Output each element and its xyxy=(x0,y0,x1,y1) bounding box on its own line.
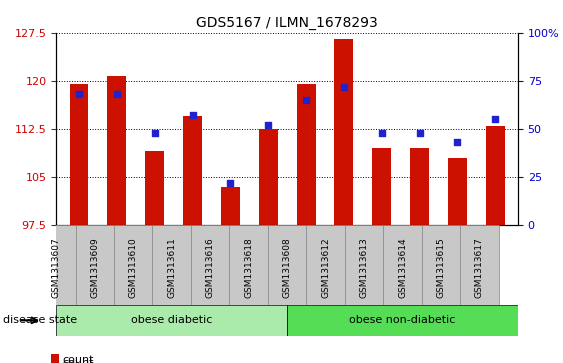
Text: GSM1313612: GSM1313612 xyxy=(321,237,330,298)
Point xyxy=(188,113,197,118)
Bar xyxy=(486,126,504,225)
Bar xyxy=(422,225,461,305)
Text: GSM1313608: GSM1313608 xyxy=(283,237,292,298)
Point xyxy=(113,91,122,97)
Point xyxy=(491,116,500,122)
Title: GDS5167 / ILMN_1678293: GDS5167 / ILMN_1678293 xyxy=(196,16,378,30)
Bar xyxy=(37,225,75,305)
Bar xyxy=(345,225,383,305)
Bar xyxy=(268,225,306,305)
Text: obese diabetic: obese diabetic xyxy=(131,315,212,325)
Point xyxy=(226,180,235,185)
Point xyxy=(339,83,348,89)
Bar xyxy=(191,225,230,305)
Text: GSM1313609: GSM1313609 xyxy=(90,237,99,298)
Text: GSM1313611: GSM1313611 xyxy=(167,237,176,298)
Point xyxy=(150,130,159,136)
Bar xyxy=(75,225,114,305)
Bar xyxy=(108,76,126,225)
Bar xyxy=(461,225,499,305)
Bar xyxy=(372,148,391,225)
Text: GSM1313613: GSM1313613 xyxy=(360,237,369,298)
Point xyxy=(453,139,462,145)
Point xyxy=(377,130,386,136)
Text: disease state: disease state xyxy=(3,315,77,325)
Bar xyxy=(410,148,429,225)
Text: GSM1313607: GSM1313607 xyxy=(52,237,61,298)
Text: GSM1313610: GSM1313610 xyxy=(129,237,138,298)
Bar xyxy=(230,225,268,305)
Bar xyxy=(145,151,164,225)
Bar xyxy=(306,225,345,305)
Text: GSM1313617: GSM1313617 xyxy=(475,237,484,298)
Text: GSM1313615: GSM1313615 xyxy=(436,237,445,298)
Bar xyxy=(51,354,59,363)
Text: obese non-diabetic: obese non-diabetic xyxy=(350,315,455,325)
Bar xyxy=(56,305,287,336)
Bar xyxy=(221,187,240,225)
Text: GSM1313618: GSM1313618 xyxy=(244,237,253,298)
Point xyxy=(263,122,272,128)
Point xyxy=(415,130,424,136)
Bar xyxy=(114,225,153,305)
Point xyxy=(74,91,83,97)
Bar xyxy=(259,129,278,225)
Text: count: count xyxy=(62,358,93,363)
Text: count: count xyxy=(63,355,95,363)
Bar xyxy=(297,84,315,225)
Text: GSM1313616: GSM1313616 xyxy=(205,237,215,298)
Bar xyxy=(70,84,88,225)
Point xyxy=(302,97,311,103)
Bar xyxy=(448,158,467,225)
Bar xyxy=(287,305,518,336)
Bar xyxy=(183,116,202,225)
Bar xyxy=(383,225,422,305)
Bar xyxy=(153,225,191,305)
Text: GSM1313614: GSM1313614 xyxy=(398,237,407,298)
Bar xyxy=(334,39,354,225)
